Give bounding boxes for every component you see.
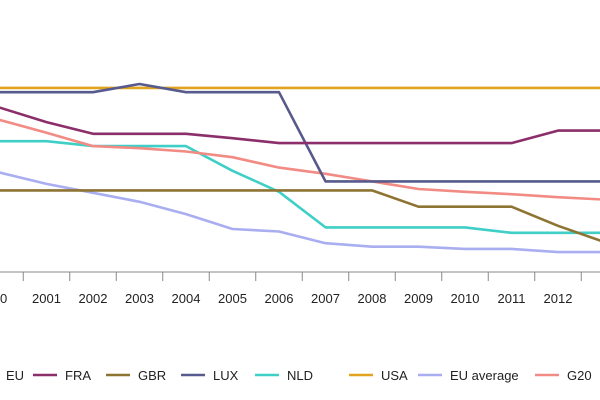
series-line-lux (0, 82, 600, 183)
legend-label-eu-average: EU average (450, 368, 519, 383)
x-tick-label: 2007 (311, 291, 340, 306)
x-tick-label: 2008 (358, 291, 387, 306)
x-tick-label: 2011 (498, 291, 526, 306)
legend: EU FRA GBR LUX NLD USA EU average G20 (6, 368, 592, 383)
legend-label-g20: G20 (567, 368, 592, 383)
legend-label-gbr: GBR (138, 368, 166, 383)
x-tick-label: 2012 (544, 291, 573, 306)
x-tick-label: 2005 (218, 291, 247, 306)
x-axis-ticks: 00 2001 2002 2003 2004 2005 2006 2007 2008 2009 20… (0, 272, 582, 306)
x-tick-label: 2004 (172, 291, 201, 306)
series-line-gbr (0, 189, 600, 242)
legend-label-fra: FRA (65, 368, 91, 383)
x-tick-label: 2010 (451, 291, 480, 306)
x-tick-label: 00 (0, 291, 7, 306)
legend-label-eu: EU (6, 368, 24, 383)
series-line-nld (0, 139, 600, 235)
series-line-g20 (0, 118, 600, 201)
legend-label-usa: USA (381, 368, 408, 383)
x-tick-label: 2003 (125, 291, 154, 306)
x-tick-label: 2001 (32, 291, 61, 306)
legend-label-lux: LUX (213, 368, 239, 383)
series-line-fra (0, 106, 600, 145)
x-tick-label: 2006 (265, 291, 294, 306)
series-lines (0, 82, 600, 254)
series-line-eu-average (0, 171, 600, 254)
x-tick-label: 2009 (404, 291, 433, 306)
legend-label-nld: NLD (287, 368, 313, 383)
x-tick-label: 2002 (79, 291, 108, 306)
